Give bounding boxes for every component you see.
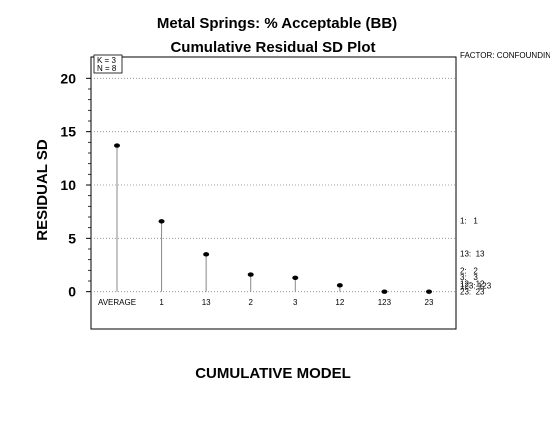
data-point: [158, 219, 165, 224]
x-tick-label: 13: [202, 298, 211, 307]
confounding-label: 3: 3: [460, 273, 478, 282]
y-tick-label: 15: [60, 124, 76, 140]
factor-label: FACTOR: CONFOUNDING: [460, 51, 550, 60]
info-k: K = 3: [97, 56, 116, 65]
data-point: [426, 289, 432, 294]
y-axis-title: RESIDUAL SD: [34, 139, 51, 241]
y-tick-label: 10: [60, 177, 76, 193]
data-point: [336, 283, 343, 288]
confounding-label: 13: 13: [460, 249, 485, 258]
y-axis: 0 5 10 15 20: [60, 70, 91, 300]
x-tick-label: 12: [335, 298, 344, 307]
confounding-label: 12: 12: [460, 279, 485, 288]
x-tick-labels: AVERAGE 1 13 2 3 12 123 23: [98, 298, 434, 307]
confounding-label: 2: 2: [460, 267, 478, 276]
x-tick-label: AVERAGE: [98, 298, 136, 307]
data-marks: [114, 143, 432, 294]
chart-title: Metal Springs: % Acceptable (BB): [157, 15, 397, 32]
confounding-label: 23: 23: [460, 288, 485, 297]
chart-subtitle: Cumulative Residual SD Plot: [170, 39, 375, 56]
plot-frame: [90, 56, 457, 330]
x-tick-label: 3: [293, 298, 298, 307]
gridlines: [91, 77, 456, 293]
info-n: N = 8: [97, 64, 117, 73]
data-point: [292, 275, 299, 280]
x-axis-title: CUMULATIVE MODEL: [195, 365, 351, 382]
data-point: [203, 252, 210, 257]
confounding-label: 1: 1: [460, 216, 478, 225]
x-tick-label: 2: [248, 298, 253, 307]
confounding-label: 123: 123: [460, 282, 492, 291]
y-tick-label: 5: [68, 230, 76, 246]
y-tick-label: 20: [60, 70, 76, 86]
info-box: [93, 54, 123, 74]
data-point: [114, 143, 120, 148]
x-tick-label: 23: [425, 298, 434, 307]
data-point: [247, 272, 254, 277]
data-point: [381, 289, 388, 294]
x-tick-label: 1: [159, 298, 164, 307]
x-tick-label: 123: [378, 298, 392, 307]
y-tick-label: 0: [68, 284, 76, 300]
